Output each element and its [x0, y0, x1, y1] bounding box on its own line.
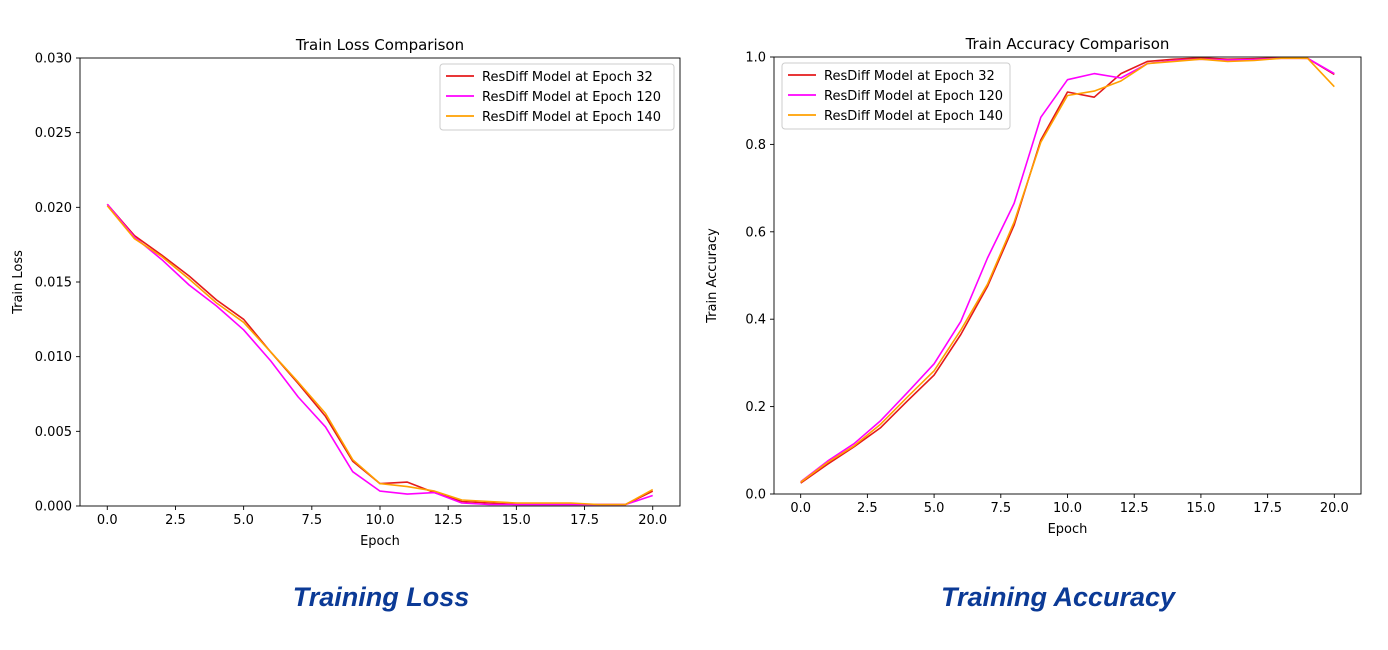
x-tick-label: 10.0	[366, 513, 395, 528]
y-tick-label: 0.2	[745, 400, 766, 415]
x-tick-label: 7.5	[301, 513, 322, 528]
training-loss-caption: Training Loss	[292, 582, 470, 612]
x-tick-label: 5.0	[924, 501, 945, 516]
x-tick-label: 0.0	[97, 513, 118, 528]
series-line-2	[106, 203, 653, 506]
y-tick-label: 0.005	[35, 425, 72, 440]
x-tick-label: 15.0	[1186, 501, 1215, 516]
train-loss-chart: Train Loss Comparison 0.0 2.5 5.0 7.5 10.0 12.…	[11, 36, 681, 549]
legend-label-1: ResDiff Model at Epoch 32	[824, 69, 995, 84]
x-tick-label: 20.0	[1320, 501, 1349, 516]
legend-box	[781, 62, 1011, 130]
y-tick-label: 0.025	[35, 126, 72, 141]
x-tick-label: 2.5	[857, 501, 878, 516]
y-axis-label: Train Accuracy	[705, 228, 720, 324]
legend-box	[439, 63, 675, 131]
y-tick-label: 0.010	[35, 350, 72, 365]
series-line-3	[106, 205, 654, 506]
x-tick-label: 17.5	[1253, 501, 1282, 516]
legend-label-1: ResDiff Model at Epoch 32	[482, 70, 653, 85]
y-tick-label: 1.0	[745, 51, 766, 66]
train-accuracy-chart: Train Accuracy Comparison 0.0 2.5 5.0 7.5 10.…	[705, 35, 1362, 537]
legend-label-2: ResDiff Model at Epoch 120	[482, 90, 661, 105]
series-line-1	[106, 203, 654, 506]
chart-title: Train Loss Comparison	[295, 36, 464, 54]
x-tick-label: 20.0	[638, 513, 667, 528]
x-axis-label: Epoch	[1048, 522, 1088, 537]
y-tick-label: 0.4	[745, 313, 766, 328]
legend-label-3: ResDiff Model at Epoch 140	[824, 109, 1003, 124]
x-tick-label: 5.0	[233, 513, 254, 528]
x-tick-label: 2.5	[165, 513, 186, 528]
y-tick-label: 0.0	[745, 488, 766, 503]
y-axis-label: Train Loss	[11, 250, 26, 315]
x-tick-label: 12.5	[434, 513, 463, 528]
chart-title: Train Accuracy Comparison	[965, 35, 1170, 53]
legend-label-3: ResDiff Model at Epoch 140	[482, 110, 661, 125]
y-tick-label: 0.020	[35, 201, 72, 216]
x-axis-label: Epoch	[360, 534, 400, 549]
y-tick-label: 0.015	[35, 276, 72, 291]
series-line-3	[800, 57, 1335, 483]
y-tick-label: 0.000	[35, 500, 72, 515]
x-tick-label: 17.5	[570, 513, 599, 528]
legend-label-2: ResDiff Model at Epoch 120	[824, 89, 1003, 104]
series-line-2	[800, 57, 1335, 483]
y-tick-label: 0.6	[745, 225, 766, 240]
training-accuracy-caption: Training Accuracy	[940, 582, 1176, 612]
y-tick-label: 0.030	[35, 52, 72, 67]
y-tick-label: 0.8	[745, 138, 766, 153]
x-tick-label: 10.0	[1053, 501, 1082, 516]
series-line-1	[800, 57, 1335, 484]
x-tick-label: 15.0	[502, 513, 531, 528]
x-tick-label: 7.5	[990, 501, 1011, 516]
x-tick-label: 12.5	[1120, 501, 1149, 516]
x-tick-label: 0.0	[790, 501, 811, 516]
